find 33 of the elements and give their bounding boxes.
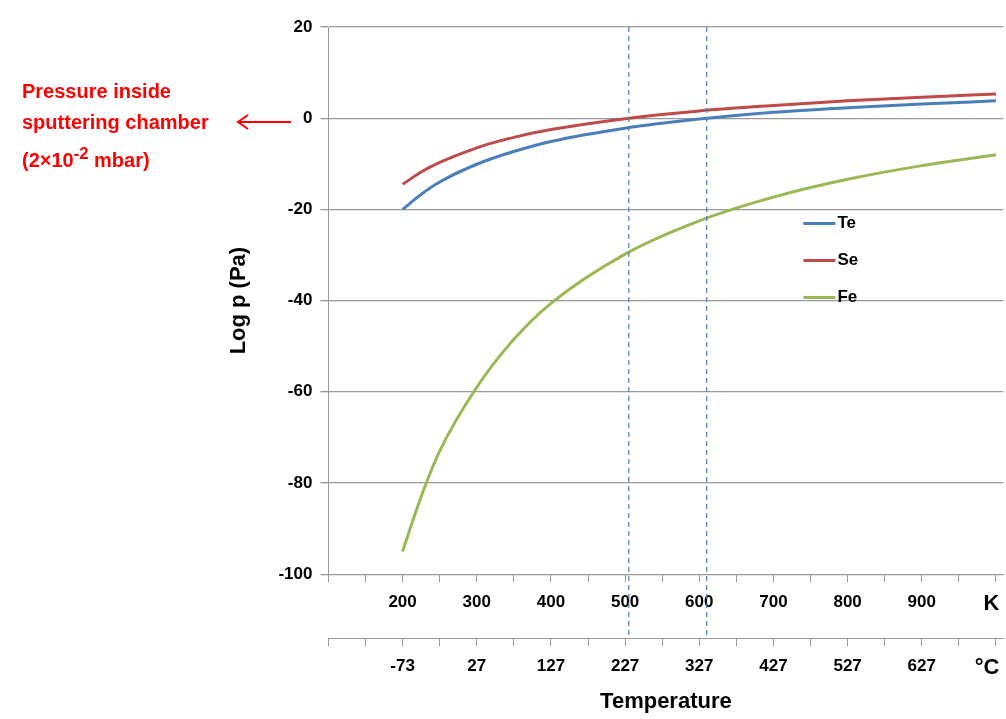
legend-label: Fe [837,287,858,307]
text: K [983,590,1000,616]
x-tick-label: 500 [610,592,640,612]
text: Pressure inside sputtering chamber (2×10$^{-2}$ mbar) [22,79,210,173]
x2-tick-label: 127 [536,656,566,676]
x-tick-label: 400 [536,592,566,612]
y-tick-label: -80 [287,472,313,492]
line-series [401,92,998,186]
x2-tick-label: 327 [685,656,714,676]
x-tick-label: 900 [907,592,936,612]
legend-label: Se [837,250,859,270]
x2-tick-label: 227 [610,656,640,676]
x2-tick-label: 627 [907,656,936,676]
text: °C [974,654,1000,680]
y-tick-label: -40 [287,290,313,310]
y-tick-label: 20 [293,16,313,36]
x-tick-label: 800 [833,592,862,612]
y-axis-title: Log p (Pa) [225,246,251,355]
x-tick-label: 700 [759,592,788,612]
x-tick-label: 200 [388,592,417,612]
x-tick-label: 300 [462,592,491,612]
y-tick-label: -60 [287,381,313,401]
legend-label: Te [837,213,856,233]
x2-tick-label: 527 [833,656,862,676]
y-tick-label: 0 [302,107,313,127]
x2-tick-label: -73 [390,656,415,676]
x-axis-title: Temperature [600,687,732,713]
x-tick-label: 600 [685,592,714,612]
x2-tick-label: 427 [759,656,788,676]
y-tick-label: -20 [287,199,313,219]
line-series [401,153,998,553]
y-tick-label: -100 [278,563,313,583]
x2-tick-label: 27 [467,656,487,676]
